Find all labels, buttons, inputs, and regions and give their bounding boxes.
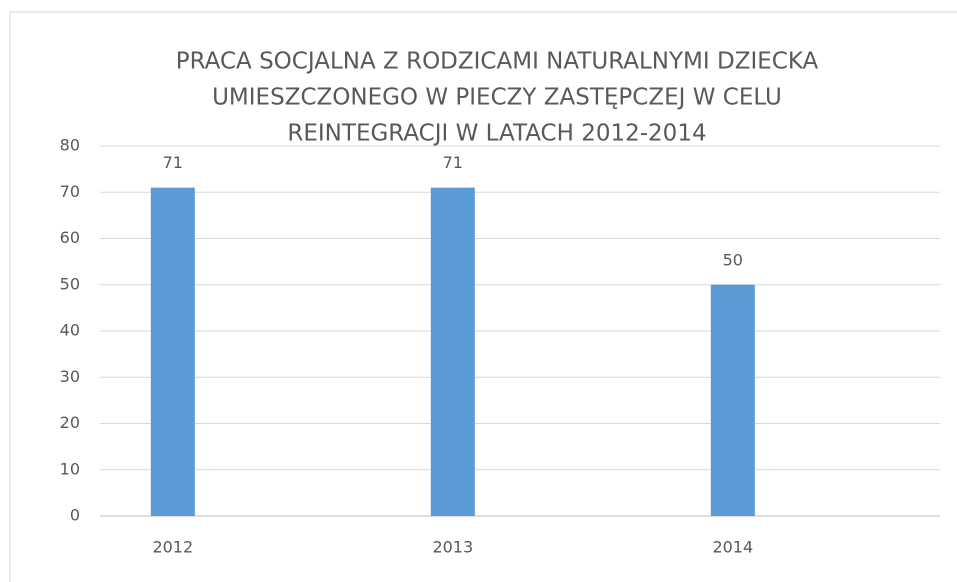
y-tick-label: 60 bbox=[60, 228, 80, 247]
chart-title: REINTEGRACJI W LATACH 2012-2014 bbox=[287, 121, 706, 147]
y-tick-label: 10 bbox=[60, 459, 80, 478]
y-tick-label: 0 bbox=[70, 506, 80, 525]
x-tick-label: 2013 bbox=[432, 538, 473, 557]
x-tick-label: 2014 bbox=[712, 538, 753, 557]
data-label: 50 bbox=[723, 250, 743, 269]
y-tick-label: 50 bbox=[60, 274, 80, 293]
data-label: 71 bbox=[443, 153, 463, 172]
bar bbox=[430, 187, 475, 516]
y-tick-label: 20 bbox=[60, 413, 80, 432]
chart-title: UMIESZCZONEGO W PIECZY ZASTĘPCZEJ W CELU bbox=[212, 85, 782, 111]
chart-title: PRACA SOCJALNA Z RODZICAMI NATURALNYMI D… bbox=[176, 49, 819, 75]
y-tick-label: 40 bbox=[60, 321, 80, 340]
bar bbox=[150, 187, 195, 516]
y-tick-label: 80 bbox=[60, 136, 80, 155]
y-tick-label: 70 bbox=[60, 182, 80, 201]
data-label: 71 bbox=[163, 153, 183, 172]
bar bbox=[710, 284, 755, 516]
x-tick-label: 2012 bbox=[152, 538, 193, 557]
y-tick-label: 30 bbox=[60, 367, 80, 386]
